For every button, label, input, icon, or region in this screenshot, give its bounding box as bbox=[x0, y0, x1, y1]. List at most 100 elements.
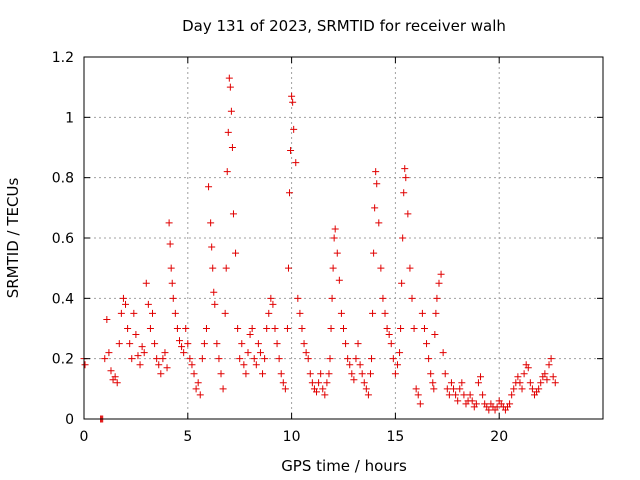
data-point bbox=[317, 370, 325, 378]
data-point bbox=[466, 391, 474, 399]
data-point bbox=[103, 315, 111, 323]
data-point bbox=[474, 379, 482, 387]
data-point bbox=[327, 325, 335, 332]
x-tick-label: 10 bbox=[283, 429, 301, 445]
data-point bbox=[208, 243, 216, 251]
data-point bbox=[165, 219, 173, 227]
data-point bbox=[149, 309, 157, 317]
data-point bbox=[381, 309, 389, 317]
data-point bbox=[234, 325, 242, 332]
data-point bbox=[506, 400, 514, 408]
data-point bbox=[222, 264, 230, 272]
data-point bbox=[541, 370, 549, 378]
data-point bbox=[122, 300, 130, 308]
y-tick-label: 0.2 bbox=[52, 352, 74, 368]
data-point bbox=[315, 379, 323, 387]
data-point bbox=[443, 385, 451, 393]
data-point bbox=[250, 355, 258, 363]
data-point bbox=[370, 249, 378, 257]
data-point bbox=[138, 343, 146, 351]
data-point bbox=[136, 361, 144, 369]
data-point bbox=[335, 276, 343, 284]
data-point bbox=[468, 397, 476, 405]
data-point bbox=[356, 361, 364, 369]
data-point bbox=[277, 370, 285, 378]
data-point bbox=[184, 340, 192, 348]
data-point bbox=[202, 325, 210, 332]
data-point bbox=[273, 340, 281, 348]
data-point bbox=[516, 379, 524, 387]
data-point bbox=[472, 400, 480, 408]
data-point bbox=[240, 361, 248, 369]
data-point bbox=[279, 379, 287, 387]
data-point bbox=[340, 325, 347, 332]
y-tick-label: 0 bbox=[65, 412, 74, 428]
data-point bbox=[366, 370, 374, 378]
data-points bbox=[80, 74, 559, 423]
data-point bbox=[397, 325, 405, 332]
data-point bbox=[221, 309, 229, 317]
data-point bbox=[389, 355, 397, 363]
data-point bbox=[526, 379, 534, 387]
data-point bbox=[399, 234, 407, 242]
data-point bbox=[346, 361, 354, 369]
data-point bbox=[225, 74, 233, 82]
data-point bbox=[524, 364, 532, 372]
data-point bbox=[427, 370, 435, 378]
data-point bbox=[101, 355, 109, 363]
data-point bbox=[194, 379, 202, 387]
data-point bbox=[256, 349, 264, 357]
data-point bbox=[373, 180, 381, 188]
data-point bbox=[460, 391, 468, 399]
data-point bbox=[159, 355, 167, 363]
data-point bbox=[207, 219, 215, 227]
data-point bbox=[115, 340, 123, 348]
data-point bbox=[418, 309, 426, 317]
data-point bbox=[217, 370, 225, 378]
data-point bbox=[244, 349, 252, 357]
data-point bbox=[302, 349, 310, 357]
data-point bbox=[352, 355, 360, 363]
data-point bbox=[157, 370, 165, 378]
data-point bbox=[328, 294, 336, 302]
data-point bbox=[134, 352, 142, 360]
data-point bbox=[435, 279, 443, 287]
data-point bbox=[300, 340, 308, 348]
data-point bbox=[375, 219, 383, 227]
data-point bbox=[180, 349, 188, 357]
x-tick-label: 5 bbox=[183, 429, 192, 445]
data-point bbox=[398, 279, 406, 287]
data-point bbox=[228, 144, 236, 151]
data-point bbox=[477, 373, 485, 381]
data-point bbox=[535, 385, 543, 393]
data-point bbox=[432, 309, 440, 317]
data-point bbox=[142, 279, 150, 287]
x-tick-label: 15 bbox=[386, 429, 404, 445]
data-point bbox=[200, 340, 208, 348]
data-point bbox=[520, 370, 528, 378]
data-point bbox=[186, 355, 194, 363]
data-point bbox=[117, 309, 125, 317]
data-point bbox=[331, 225, 339, 233]
data-point bbox=[479, 391, 487, 399]
data-point bbox=[227, 107, 235, 115]
data-point bbox=[167, 264, 175, 272]
data-point bbox=[414, 391, 422, 399]
data-point bbox=[105, 349, 113, 357]
data-point bbox=[192, 385, 200, 393]
data-point bbox=[283, 325, 291, 332]
data-point bbox=[369, 309, 377, 317]
data-point bbox=[171, 309, 179, 317]
data-point bbox=[393, 361, 401, 369]
data-point bbox=[210, 288, 218, 296]
y-tick-label: 1 bbox=[65, 110, 74, 126]
data-point bbox=[175, 337, 183, 345]
data-point bbox=[547, 355, 555, 363]
data-point bbox=[130, 309, 138, 317]
x-axis-label: GPS time / hours bbox=[281, 457, 407, 475]
data-point bbox=[508, 391, 516, 399]
data-point bbox=[537, 379, 545, 387]
data-point bbox=[211, 300, 219, 308]
data-point bbox=[163, 364, 171, 372]
